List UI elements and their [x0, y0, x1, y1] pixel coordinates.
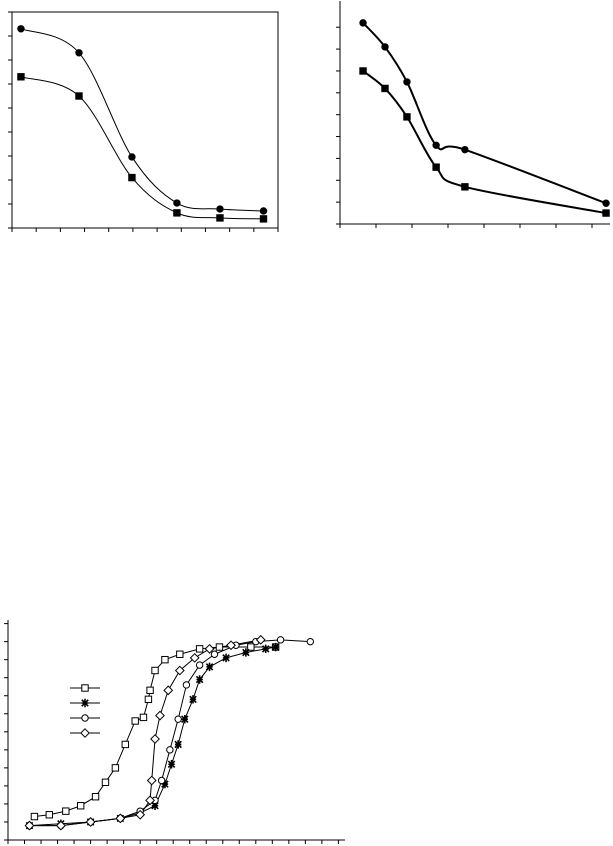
legend-marker [81, 684, 89, 692]
data-point [226, 640, 236, 651]
data-point [146, 686, 154, 695]
series-line [20, 76, 264, 220]
data-point [30, 812, 39, 821]
data-point [150, 734, 160, 744]
data-point [85, 817, 96, 827]
data-point [461, 145, 469, 154]
data-point [111, 764, 120, 772]
data-point [176, 650, 184, 658]
data-point [216, 205, 224, 213]
data-point [146, 775, 157, 786]
data-point [204, 643, 215, 654]
data-point [432, 141, 440, 149]
data-point [167, 760, 176, 769]
data-point [259, 207, 268, 215]
data-point [161, 655, 169, 664]
series-line [362, 70, 607, 215]
data-point [381, 84, 389, 93]
legend-marker [81, 698, 89, 708]
data-point [17, 73, 25, 81]
data-point [174, 665, 185, 676]
data-point [432, 163, 440, 171]
data-point [174, 715, 182, 723]
data-point [242, 648, 250, 657]
data-point [403, 113, 411, 121]
data-point [182, 681, 191, 689]
data-point [205, 662, 214, 672]
data-point [174, 740, 182, 749]
data-point [210, 650, 219, 658]
data-point [45, 811, 53, 819]
data-point [259, 215, 268, 223]
data-point [128, 153, 136, 161]
data-point [135, 809, 146, 820]
data-point [55, 820, 66, 831]
data-point [62, 807, 70, 815]
data-point [151, 666, 159, 675]
data-point [602, 209, 610, 217]
data-point [128, 173, 136, 182]
data-point [215, 643, 224, 651]
data-point [101, 778, 110, 786]
data-point [195, 645, 204, 653]
data-point [155, 710, 165, 721]
data-point [139, 713, 148, 722]
data-point [145, 795, 155, 806]
data-point [189, 652, 200, 663]
data-point [173, 199, 181, 207]
plot-frame [11, 11, 279, 229]
data-point [180, 714, 189, 724]
data-point [121, 740, 129, 749]
data-point [91, 793, 100, 801]
data-point [359, 67, 367, 75]
data-point [189, 695, 197, 704]
series-line [29, 639, 261, 827]
series-line [20, 28, 264, 212]
data-point [381, 43, 389, 51]
data-point [216, 214, 224, 222]
data-point [17, 25, 25, 33]
data-point [173, 209, 181, 217]
data-point [247, 643, 255, 651]
data-point [602, 199, 610, 207]
data-point [157, 776, 166, 785]
data-point [276, 636, 285, 644]
data-point [403, 78, 411, 86]
legend-marker [81, 714, 89, 722]
data-point [151, 801, 159, 810]
data-point [144, 695, 153, 704]
data-point [75, 49, 83, 57]
data-point [163, 685, 174, 696]
data-point [75, 92, 83, 100]
data-point [24, 820, 35, 831]
series-line [362, 22, 607, 205]
data-point [166, 746, 174, 754]
data-point [222, 653, 230, 663]
data-point [461, 183, 469, 191]
data-point [195, 661, 204, 669]
data-point [306, 637, 315, 646]
data-point [359, 19, 367, 27]
legend-marker [80, 728, 90, 738]
data-point [131, 717, 139, 725]
data-point [255, 634, 266, 645]
data-point [115, 813, 126, 824]
data-point [161, 779, 169, 789]
data-point [271, 642, 280, 652]
data-point [76, 802, 85, 810]
data-point [261, 644, 270, 654]
data-point [195, 675, 204, 684]
